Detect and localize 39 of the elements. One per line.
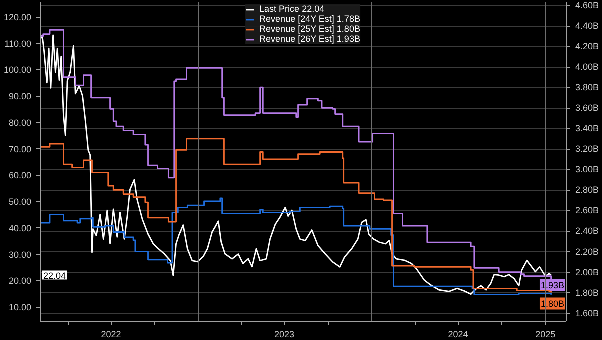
y2-tick-label: 4.60B bbox=[576, 0, 600, 11]
y2-tick-label: 2.60B bbox=[576, 206, 600, 216]
y-tick-label: 40.00 bbox=[8, 223, 32, 234]
y-tick-label: 50.00 bbox=[8, 197, 32, 208]
y-tick-label: 30.00 bbox=[8, 250, 32, 260]
legend-label: Last Price 22.04 bbox=[260, 4, 325, 14]
legend-label: Revenue [26Y Est] 1.93B bbox=[260, 34, 360, 44]
annotation: 1.93B bbox=[540, 280, 565, 290]
y2-tick-label: 4.00B bbox=[576, 62, 600, 72]
y2-tick-label: 2.80B bbox=[576, 185, 600, 196]
y2-tick-label: 3.00B bbox=[576, 164, 600, 175]
y-tick-label: 80.00 bbox=[8, 118, 32, 128]
legend-label: Revenue [25Y Est] 1.80B bbox=[260, 24, 360, 34]
x-tick-label: 2025 bbox=[536, 330, 556, 340]
y2-tick-label: 2.40B bbox=[576, 226, 600, 236]
y-tick-label: 90.00 bbox=[8, 92, 32, 102]
y2-tick-label: 2.00B bbox=[576, 267, 600, 278]
y2-tick-label: 4.20B bbox=[576, 42, 600, 52]
y2-tick-label: 2.20B bbox=[576, 246, 600, 257]
y-tick-label: 60.00 bbox=[8, 170, 32, 181]
y2-tick-label: 3.40B bbox=[576, 124, 600, 134]
y2-tick-label: 3.60B bbox=[576, 103, 600, 114]
y-tick-label: 10.00 bbox=[8, 302, 32, 312]
y-tick-label: 100.00 bbox=[4, 65, 32, 76]
y2-tick-label: 1.60B bbox=[576, 308, 600, 318]
annotation: 22.04 bbox=[44, 270, 66, 281]
y2-tick-label: 3.80B bbox=[576, 82, 600, 93]
annotation: 1.80B bbox=[540, 298, 565, 309]
x-tick-label: 2023 bbox=[274, 330, 295, 340]
x-tick-label: 2024 bbox=[448, 330, 468, 340]
y-tick-label: 20.00 bbox=[8, 276, 32, 286]
y2-tick-label: 3.20B bbox=[576, 144, 600, 154]
legend-label: Revenue [24Y Est] 1.78B bbox=[260, 14, 360, 24]
y-tick-label: 120.00 bbox=[4, 12, 32, 22]
y2-tick-label: 1.80B bbox=[576, 288, 600, 298]
x-tick-label: 2022 bbox=[101, 330, 122, 340]
y2-tick-label: 4.40B bbox=[576, 21, 600, 32]
y-tick-label: 110.00 bbox=[4, 38, 32, 49]
y-tick-label: 70.00 bbox=[8, 144, 32, 154]
